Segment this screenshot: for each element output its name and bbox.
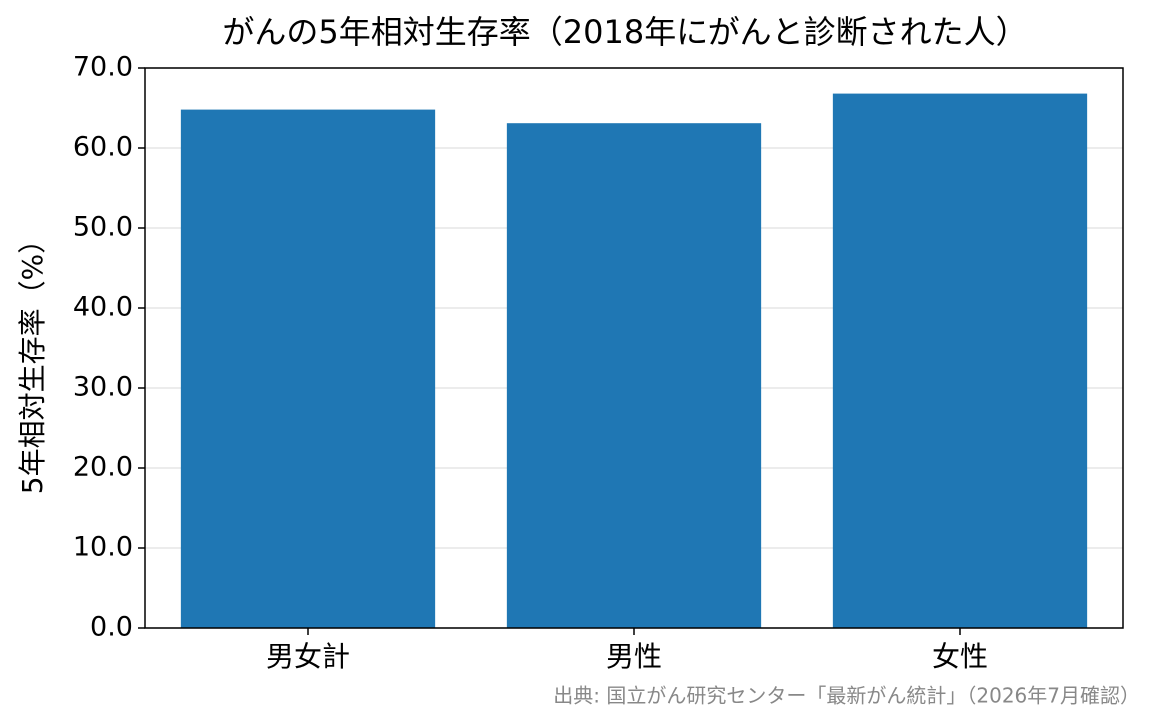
y-tick-label: 30.0	[73, 372, 133, 403]
y-tick-label: 10.0	[73, 532, 133, 563]
source-note: 出典: 国立がん研究センター「最新がん統計」（2026年7月確認）	[553, 684, 1140, 708]
y-tick-label: 20.0	[73, 452, 133, 483]
y-tick-label: 60.0	[73, 132, 133, 163]
x-tick-label: 男女計	[266, 640, 350, 673]
bar	[832, 93, 1088, 629]
bar	[180, 109, 436, 629]
x-tick-label: 男性	[606, 640, 662, 673]
x-tick-label: 女性	[932, 640, 988, 673]
y-tick-label: 70.0	[73, 52, 133, 83]
bar	[506, 123, 762, 628]
y-axis-label: 5年相対生存率（%）	[16, 226, 49, 494]
plot-frame	[144, 67, 1124, 629]
y-tick-label: 40.0	[73, 292, 133, 323]
y-tick-label: 50.0	[73, 212, 133, 243]
chart-title: がんの5年相対生存率（2018年にがんと診断された人）	[222, 13, 1027, 51]
y-tick-label: 0.0	[90, 612, 133, 643]
